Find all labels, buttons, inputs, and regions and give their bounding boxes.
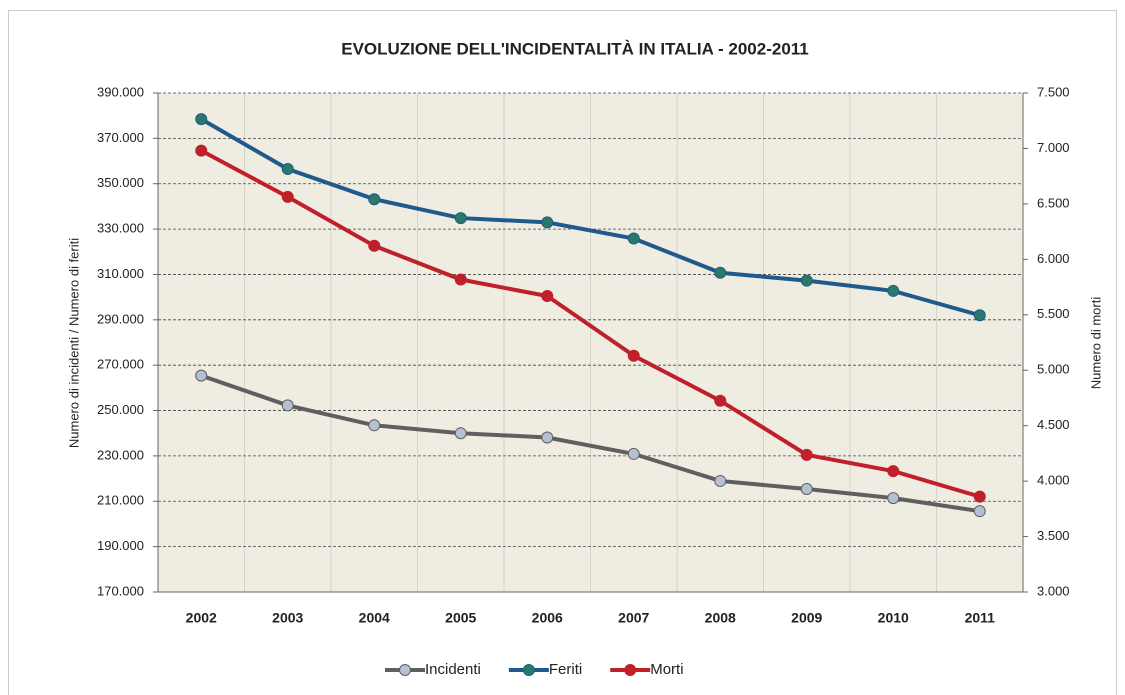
series-marker [887,465,900,478]
y-tick-label: 370.000 [97,130,144,145]
legend-marker [399,664,411,676]
series-line [200,148,981,499]
x-tick-label: 2006 [532,610,563,626]
series-marker [454,273,467,286]
y2-tick-label: 3.500 [1037,528,1070,543]
y-tick-label: 270.000 [97,357,144,372]
y-tick-label: 290.000 [97,311,144,326]
series-marker [627,349,640,362]
legend-label: Incidenti [425,661,481,678]
series-marker [973,505,986,518]
x-tick-label: 2010 [878,610,909,626]
y2-tick-label: 7.500 [1037,84,1070,99]
series-marker [368,193,381,206]
y2-axis-label: Numero di morti [1088,297,1103,390]
y2-tick-label: 6.500 [1037,195,1070,210]
x-tick-label: 2004 [359,610,390,626]
series-marker [195,369,208,382]
series-marker [368,419,381,432]
series-marker [973,490,986,503]
series-marker [714,394,727,407]
series-marker [195,144,208,157]
y-axis-label: Numero di incidenti / Numero di feriti [66,238,81,448]
y2-tick-label: 6.000 [1037,251,1070,266]
y2-tick-label: 7.000 [1037,140,1070,155]
x-tick-label: 2007 [618,610,649,626]
y2-tick-label: 4.500 [1037,417,1070,432]
series-marker [800,274,813,287]
series-marker [887,284,900,297]
series-marker [973,309,986,322]
x-tick-label: 2009 [791,610,822,626]
x-tick-label: 2005 [445,610,476,626]
y-tick-label: 250.000 [97,402,144,417]
y2-tick-label: 5.000 [1037,362,1070,377]
y-tick-label: 330.000 [97,221,144,236]
legend-marker [522,664,535,676]
y-tick-label: 230.000 [97,447,144,462]
series-line [200,117,981,318]
chart-title: EVOLUZIONE DELL'INCIDENTALITÀ IN ITALIA … [341,39,809,58]
series-line [200,373,981,514]
y-tick-label: 170.000 [97,583,144,598]
series-marker [714,474,727,487]
y2-tick-label: 3.000 [1037,583,1070,598]
y-tick-label: 390.000 [97,84,144,99]
series-marker [281,399,294,412]
x-tick-label: 2002 [186,610,217,626]
y-tick-label: 210.000 [97,493,144,508]
series-marker [541,216,554,229]
series-marker [454,212,467,225]
x-tick-label: 2003 [272,610,303,626]
series-marker [541,431,554,444]
series-marker [627,447,640,460]
legend-marker [624,664,637,676]
series-marker [454,427,467,440]
series-marker [887,492,900,505]
series-marker [714,266,727,279]
y-tick-label: 190.000 [97,538,144,553]
series-marker [541,290,554,303]
x-tick-label: 2011 [965,610,996,626]
y2-tick-label: 5.500 [1037,306,1070,321]
series-marker [368,239,381,252]
series-marker [281,190,294,203]
y2-tick-label: 4.000 [1037,473,1070,488]
series-marker [800,448,813,461]
y-tick-label: 310.000 [97,266,144,281]
legend-label: Morti [650,661,683,678]
y-tick-label: 350.000 [97,175,144,190]
series-marker [627,232,640,245]
series-marker [281,163,294,176]
series-marker [800,483,813,496]
x-tick-label: 2008 [705,610,736,626]
legend-label: Feriti [549,661,582,678]
series-marker [195,113,208,126]
